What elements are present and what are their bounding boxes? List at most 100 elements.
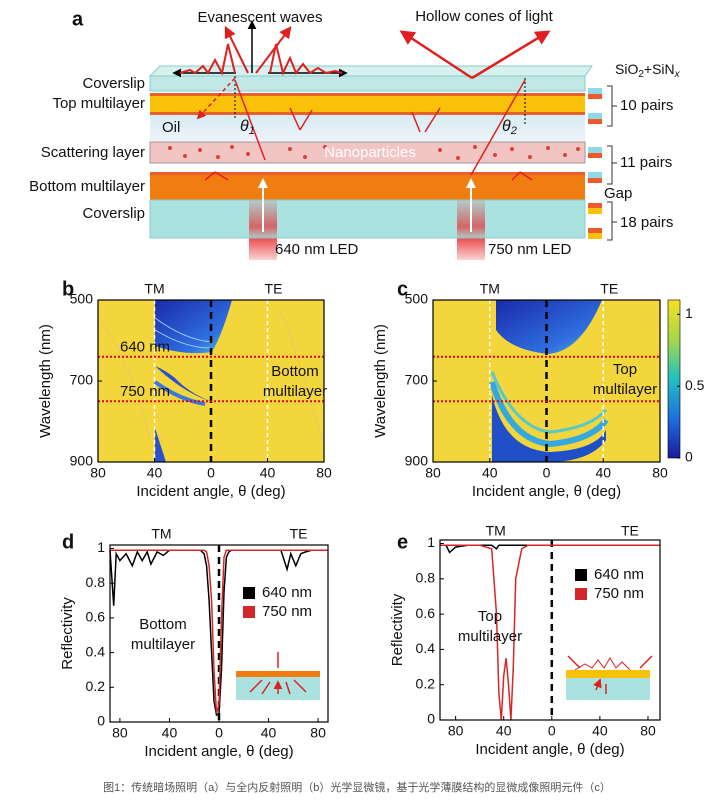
inset-diagram — [236, 652, 653, 700]
subscript: 1 — [249, 125, 255, 137]
y-tick-label: 0 — [427, 711, 435, 727]
mode-label: TE — [290, 526, 308, 542]
x-tick-label: 40 — [592, 723, 608, 739]
x-axis-label: Incident angle, θ (deg) — [475, 741, 624, 758]
stack-label: Gap — [604, 185, 632, 202]
y-tick-label: 0.4 — [86, 643, 106, 659]
x-tick-label: 80 — [90, 465, 106, 481]
y-tick-label: 0.8 — [86, 574, 106, 590]
x-axis-label: Incident angle, θ (deg) — [144, 743, 293, 760]
legend-label: 750 nm — [594, 585, 644, 602]
panel-label: e — [397, 531, 408, 553]
y-tick-label: 500 — [70, 291, 94, 307]
y-tick-label: 0.8 — [416, 570, 436, 586]
led-label: 750 nm LED — [488, 241, 572, 258]
top-multilayer — [150, 96, 585, 112]
angle-label: θ1 — [240, 118, 255, 137]
x-tick-label: 40 — [482, 465, 498, 481]
series-line — [109, 549, 328, 717]
legend-swatch — [243, 606, 255, 618]
x-tick-label: 0 — [207, 465, 215, 481]
reference-label: 640 nm — [120, 339, 170, 356]
note: Top — [478, 608, 502, 625]
symbol: θ — [502, 118, 511, 135]
annotation: Evanescent waves — [197, 9, 322, 26]
y-tick-label: 0.2 — [416, 675, 436, 691]
colorbar-tick-label: 1 — [685, 305, 693, 321]
note: multilayer — [263, 383, 327, 400]
series-line — [440, 544, 660, 721]
x-tick-label: 40 — [162, 725, 178, 741]
x-tick-label: 80 — [652, 465, 668, 481]
y-axis-label: Wavelength (nm) — [37, 324, 54, 438]
layer-label: Top multilayer — [52, 95, 145, 112]
legend-label: 750 nm — [262, 603, 312, 620]
mode-label: TM — [144, 281, 164, 297]
y-axis-label: Wavelength (nm) — [372, 324, 389, 438]
y-tick-label: 900 — [70, 453, 94, 469]
layer-edge — [150, 93, 585, 96]
series-line — [440, 544, 660, 554]
ray — [234, 79, 266, 161]
x-tick-label: 80 — [112, 725, 128, 741]
y-axis-label: Reflectivity — [59, 597, 76, 670]
legend-swatch — [243, 587, 255, 599]
note: Top — [613, 361, 637, 378]
subscript: 2 — [638, 69, 644, 80]
layer-edge — [150, 112, 585, 115]
wave — [269, 43, 343, 77]
coverslip — [149, 199, 586, 239]
layer-edge — [150, 172, 585, 175]
y-tick-label: 1 — [427, 534, 435, 550]
diagram: a Coverslip Top multilayer Oil Scatterin… — [29, 8, 681, 260]
y-tick-label: 0.4 — [416, 640, 436, 656]
y-tick-label: 900 — [405, 453, 429, 469]
formula: SiO — [615, 61, 638, 77]
scatter-arrows — [204, 107, 533, 181]
x-axis-label: Incident angle, θ (deg) — [136, 483, 285, 500]
subscript: 2 — [510, 125, 517, 137]
mode-label: TE — [621, 523, 639, 539]
stack-icon — [588, 85, 617, 241]
x-tick-label: 40 — [595, 465, 611, 481]
colorbar-tick-label: 0 — [685, 449, 693, 465]
x-tick-label: 80 — [425, 465, 441, 481]
layer-label: Oil — [162, 119, 180, 136]
annotation: Nanoparticles — [324, 144, 416, 161]
subscript: x — [674, 69, 681, 80]
plot-frame — [439, 539, 661, 721]
layer-label: Coverslip — [82, 205, 145, 222]
legend-label: 640 nm — [262, 584, 312, 601]
layer-label: Coverslip — [82, 75, 145, 92]
caption: 图1：传统暗场照明（a）与全内反射照明（b）光学显微镜，基于光学薄膜结构的显微成… — [103, 780, 611, 794]
x-tick-label: 40 — [260, 465, 276, 481]
arrow — [196, 77, 236, 120]
mode-label: TM — [486, 523, 506, 539]
legend-swatch — [575, 588, 587, 600]
symbol: θ — [240, 118, 249, 135]
reference-label: 750 nm — [120, 383, 170, 400]
led-label: 640 nm LED — [275, 241, 359, 258]
colorbar — [667, 299, 681, 459]
wave — [179, 43, 236, 76]
y-tick-label: 0.6 — [86, 609, 106, 625]
panel-label: b — [62, 278, 74, 300]
panel-label: a — [72, 8, 84, 30]
y-tick-label: 500 — [405, 291, 429, 307]
arrow — [255, 26, 292, 74]
note: multilayer — [593, 381, 657, 398]
ray — [470, 79, 526, 176]
formula: +SiN — [644, 61, 675, 77]
y-tick-label: 0.2 — [86, 678, 106, 694]
x-tick-label: 0 — [548, 723, 556, 739]
arrow — [224, 25, 249, 74]
panel-label: c — [397, 278, 408, 300]
x-tick-label: 40 — [496, 723, 512, 739]
colorbar-tick-label: 0.5 — [685, 377, 705, 393]
x-tick-label: 80 — [448, 723, 464, 739]
y-tick-label: 0.6 — [416, 605, 436, 621]
layer-label: Bottom multilayer — [29, 178, 145, 195]
nanoparticles-dots — [168, 145, 580, 160]
legend-label: 640 nm — [594, 566, 644, 583]
arrow — [471, 30, 551, 80]
